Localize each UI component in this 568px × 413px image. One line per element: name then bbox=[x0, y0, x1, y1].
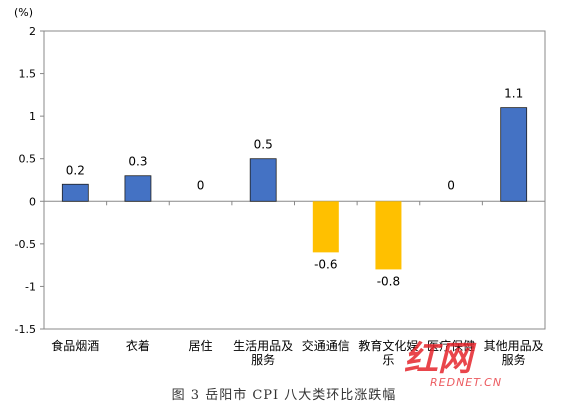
y-tick-label: 1.5 bbox=[19, 68, 37, 81]
bar bbox=[249, 158, 277, 202]
bar bbox=[375, 201, 402, 270]
category-label: 居住 bbox=[189, 339, 213, 353]
category-label: 乐 bbox=[382, 353, 394, 367]
y-tick-label: 0 bbox=[29, 195, 36, 208]
y-tick-label: -1 bbox=[25, 280, 36, 293]
y-tick-label: -0.5 bbox=[15, 238, 36, 251]
y-tick-label: 0.5 bbox=[19, 153, 37, 166]
data-label: 1.1 bbox=[504, 87, 523, 101]
chart-bars bbox=[61, 107, 528, 270]
data-label: 0 bbox=[197, 178, 205, 192]
data-label: 0.3 bbox=[128, 155, 147, 169]
data-label: 0 bbox=[447, 178, 455, 192]
category-label: 服务 bbox=[502, 352, 526, 367]
y-tick-label: -1.5 bbox=[15, 323, 36, 336]
category-label: 衣着 bbox=[126, 338, 150, 353]
data-label: 0.5 bbox=[254, 138, 273, 152]
data-label: 0.2 bbox=[66, 163, 85, 177]
y-axis-unit: (%) bbox=[14, 6, 34, 19]
bar bbox=[61, 183, 89, 202]
category-label: 其他用品及 bbox=[484, 339, 544, 353]
category-label: 食品烟酒 bbox=[51, 338, 99, 353]
bar bbox=[124, 175, 152, 202]
category-label: 交通通信 bbox=[302, 338, 350, 353]
y-tick-label: 2 bbox=[29, 25, 36, 38]
data-label: -0.6 bbox=[314, 257, 337, 271]
category-label: 服务 bbox=[251, 352, 275, 367]
watermark-text: 红网 bbox=[404, 339, 477, 379]
chart-data-labels: 0.2 0.3 0 0.5 -0.6 -0.8 0 1.1 bbox=[66, 87, 523, 289]
watermark-logo: 红网 REDNET.CN bbox=[404, 339, 502, 389]
bar bbox=[312, 201, 339, 253]
chart-axes: 2 1.5 1 0.5 0 -0.5 -1 -1.5 bbox=[15, 25, 546, 336]
data-label: -0.8 bbox=[377, 274, 400, 288]
watermark-subtext: REDNET.CN bbox=[430, 376, 502, 389]
chart-caption: 图 3 岳阳市 CPI 八大类环比涨跌幅 bbox=[171, 388, 397, 403]
category-label: 生活用品及 bbox=[233, 339, 293, 353]
plot-border bbox=[43, 30, 546, 330]
bar bbox=[500, 107, 528, 202]
y-tick-label: 1 bbox=[29, 110, 36, 123]
category-label: 医疗保健 bbox=[427, 339, 475, 353]
category-label: 教育文化娱 bbox=[358, 338, 418, 353]
